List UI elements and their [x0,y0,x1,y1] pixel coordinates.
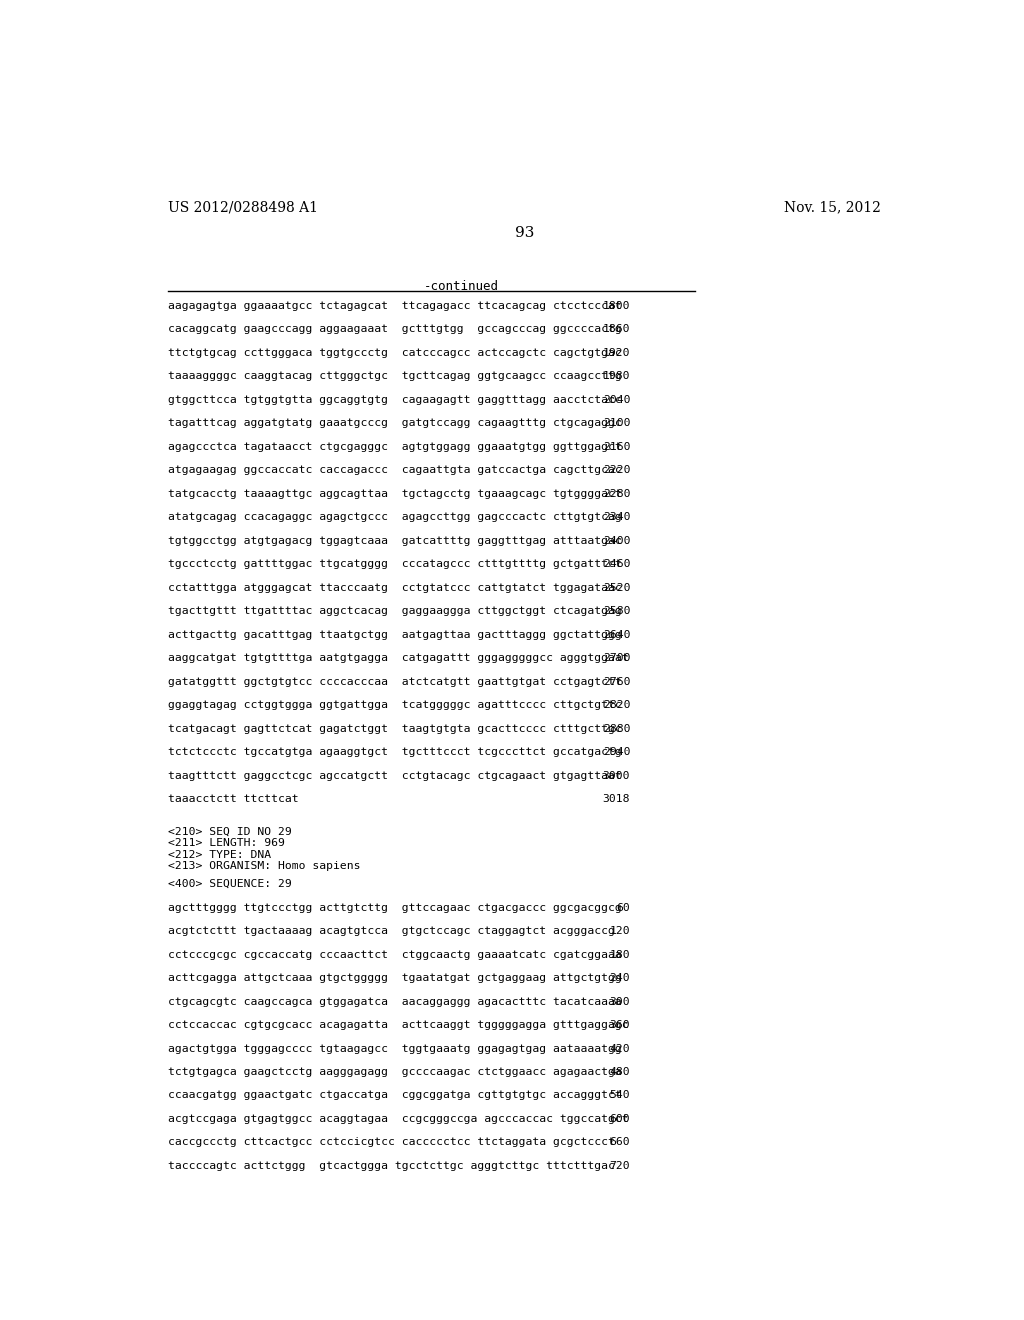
Text: tctgtgagca gaagctcctg aagggagagg  gccccaagac ctctggaacc agagaactga: tctgtgagca gaagctcctg aagggagagg gccccaa… [168,1067,622,1077]
Text: 2280: 2280 [603,488,630,499]
Text: acttcgagga attgctcaaa gtgctggggg  tgaatatgat gctgaggaag attgctgtgg: acttcgagga attgctcaaa gtgctggggg tgaatat… [168,973,622,983]
Text: aagagagtga ggaaaatgcc tctagagcat  ttcagagacc ttcacagcag ctcctcccat: aagagagtga ggaaaatgcc tctagagcat ttcagag… [168,301,622,310]
Text: 93: 93 [515,226,535,240]
Text: 2340: 2340 [603,512,630,523]
Text: Nov. 15, 2012: Nov. 15, 2012 [784,201,882,215]
Text: cctccaccac cgtgcgcacc acagagatta  acttcaaggt tgggggagga gtttgaggagc: cctccaccac cgtgcgcacc acagagatta acttcaa… [168,1020,629,1030]
Text: <213> ORGANISM: Homo sapiens: <213> ORGANISM: Homo sapiens [168,862,360,871]
Text: 2100: 2100 [603,418,630,428]
Text: 2220: 2220 [603,465,630,475]
Text: acttgacttg gacatttgag ttaatgctgg  aatgagttaa gactttaggg ggctattggg: acttgacttg gacatttgag ttaatgctgg aatgagt… [168,630,622,640]
Text: -continued: -continued [424,280,499,293]
Text: 1800: 1800 [603,301,630,310]
Text: taaaaggggc caaggtacag cttgggctgc  tgcttcagag ggtgcaagcc ccaagccttg: taaaaggggc caaggtacag cttgggctgc tgcttca… [168,371,622,381]
Text: agagccctca tagataacct ctgcgagggc  agtgtggagg ggaaatgtgg ggttggagct: agagccctca tagataacct ctgcgagggc agtgtgg… [168,442,622,451]
Text: 3000: 3000 [603,771,630,780]
Text: 1920: 1920 [603,348,630,358]
Text: agctttgggg ttgtccctgg acttgtcttg  gttccagaac ctgacgaccc ggcgacggcg: agctttgggg ttgtccctgg acttgtcttg gttccag… [168,903,622,912]
Text: caccgccctg cttcactgcc cctccicgtcc caccccctcc ttctaggata gcgctccct: caccgccctg cttcactgcc cctccicgtcc cacccc… [168,1138,615,1147]
Text: ccaacgatgg ggaactgatc ctgaccatga  cggcggatga cgttgtgtgc accagggtct: ccaacgatgg ggaactgatc ctgaccatga cggcgga… [168,1090,622,1101]
Text: 2940: 2940 [603,747,630,758]
Text: 540: 540 [609,1090,630,1101]
Text: 2040: 2040 [603,395,630,405]
Text: 3018: 3018 [603,795,630,804]
Text: ttctgtgcag ccttgggaca tggtgccctg  catcccagcc actccagctc cagctgtgac: ttctgtgcag ccttgggaca tggtgccctg catccca… [168,348,622,358]
Text: 180: 180 [609,949,630,960]
Text: taagtttctt gaggcctcgc agccatgctt  cctgtacagc ctgcagaact gtgagttaat: taagtttctt gaggcctcgc agccatgctt cctgtac… [168,771,622,780]
Text: 2700: 2700 [603,653,630,663]
Text: ggaggtagag cctggtggga ggtgattgga  tcatgggggc agatttcccc cttgctgttc: ggaggtagag cctggtggga ggtgattgga tcatggg… [168,700,622,710]
Text: <211> LENGTH: 969: <211> LENGTH: 969 [168,838,285,849]
Text: 1860: 1860 [603,325,630,334]
Text: cacaggcatg gaagcccagg aggaagaaat  gctttgtgg  gccagcccag ggccccactg: cacaggcatg gaagcccagg aggaagaaat gctttgt… [168,325,622,334]
Text: taccccagtc acttctggg  gtcactggga tgcctcttgc agggtcttgc tttctttgac: taccccagtc acttctggg gtcactggga tgcctctt… [168,1162,615,1171]
Text: 600: 600 [609,1114,630,1123]
Text: 2580: 2580 [603,606,630,616]
Text: tcatgacagt gagttctcat gagatctggt  taagtgtgta gcacttcccc ctttgcttgc: tcatgacagt gagttctcat gagatctggt taagtgt… [168,723,622,734]
Text: 720: 720 [609,1162,630,1171]
Text: tgtggcctgg atgtgagacg tggagtcaaa  gatcattttg gaggtttgag atttaatgac: tgtggcctgg atgtgagacg tggagtcaaa gatcatt… [168,536,622,545]
Text: ctgcagcgtc caagccagca gtggagatca  aacaggaggg agacactttc tacatcaaaa: ctgcagcgtc caagccagca gtggagatca aacagga… [168,997,622,1007]
Text: 300: 300 [609,997,630,1007]
Text: 660: 660 [609,1138,630,1147]
Text: tgacttgttt ttgattttac aggctcacag  gaggaaggga cttggctggt ctcagatgag: tgacttgttt ttgattttac aggctcacag gaggaag… [168,606,622,616]
Text: 2880: 2880 [603,723,630,734]
Text: 360: 360 [609,1020,630,1030]
Text: 2400: 2400 [603,536,630,545]
Text: <212> TYPE: DNA: <212> TYPE: DNA [168,850,271,859]
Text: 2640: 2640 [603,630,630,640]
Text: atgagaagag ggccaccatc caccagaccc  cagaattgta gatccactga cagcttgcac: atgagaagag ggccaccatc caccagaccc cagaatt… [168,465,622,475]
Text: 2520: 2520 [603,582,630,593]
Text: 480: 480 [609,1067,630,1077]
Text: US 2012/0288498 A1: US 2012/0288498 A1 [168,201,318,215]
Text: acgtccgaga gtgagtggcc acaggtagaa  ccgcgggccga agcccaccac tggccatgct: acgtccgaga gtgagtggcc acaggtagaa ccgcggg… [168,1114,629,1123]
Text: 240: 240 [609,973,630,983]
Text: cctatttgga atgggagcat ttacccaatg  cctgtatccc cattgtatct tggagataac: cctatttgga atgggagcat ttacccaatg cctgtat… [168,582,622,593]
Text: <400> SEQUENCE: 29: <400> SEQUENCE: 29 [168,879,292,890]
Text: gatatggttt ggctgtgtcc ccccacccaa  atctcatgtt gaattgtgat cctgagtctt: gatatggttt ggctgtgtcc ccccacccaa atctcat… [168,677,622,686]
Text: 420: 420 [609,1044,630,1053]
Text: <210> SEQ ID NO 29: <210> SEQ ID NO 29 [168,826,292,837]
Text: tgccctcctg gattttggac ttgcatgggg  cccatagccc ctttgttttg gctgatttct: tgccctcctg gattttggac ttgcatgggg cccatag… [168,560,622,569]
Text: tctctccctc tgccatgtga agaaggtgct  tgctttccct tcgcccttct gccatgactg: tctctccctc tgccatgtga agaaggtgct tgctttc… [168,747,622,758]
Text: cctcccgcgc cgccaccatg cccaacttct  ctggcaactg gaaaatcatc cgatcggaaa: cctcccgcgc cgccaccatg cccaacttct ctggcaa… [168,949,622,960]
Text: agactgtgga tgggagcccc tgtaagagcc  tggtgaaatg ggagagtgag aataaaatgg: agactgtgga tgggagcccc tgtaagagcc tggtgaa… [168,1044,622,1053]
Text: atatgcagag ccacagaggc agagctgccc  agagccttgg gagcccactc cttgtgtcag: atatgcagag ccacagaggc agagctgccc agagcct… [168,512,622,523]
Text: taaacctctt ttcttcat: taaacctctt ttcttcat [168,795,299,804]
Text: aaggcatgat tgtgttttga aatgtgagga  catgagattt gggagggggcc agggtggaat: aaggcatgat tgtgttttga aatgtgagga catgaga… [168,653,629,663]
Text: 60: 60 [616,903,630,912]
Text: 2160: 2160 [603,442,630,451]
Text: 120: 120 [609,927,630,936]
Text: acgtctcttt tgactaaaag acagtgtcca  gtgctccagc ctaggagtct acgggaccg: acgtctcttt tgactaaaag acagtgtcca gtgctcc… [168,927,615,936]
Text: gtggcttcca tgtggtgtta ggcaggtgtg  cagaagagtt gaggtttagg aacctctacc: gtggcttcca tgtggtgtta ggcaggtgtg cagaaga… [168,395,622,405]
Text: tatgcacctg taaaagttgc aggcagttaa  tgctagcctg tgaaagcagc tgtggggact: tatgcacctg taaaagttgc aggcagttaa tgctagc… [168,488,622,499]
Text: tagatttcag aggatgtatg gaaatgcccg  gatgtccagg cagaagtttg ctgcagaggc: tagatttcag aggatgtatg gaaatgcccg gatgtcc… [168,418,622,428]
Text: 2760: 2760 [603,677,630,686]
Text: 1980: 1980 [603,371,630,381]
Text: 2460: 2460 [603,560,630,569]
Text: 2820: 2820 [603,700,630,710]
